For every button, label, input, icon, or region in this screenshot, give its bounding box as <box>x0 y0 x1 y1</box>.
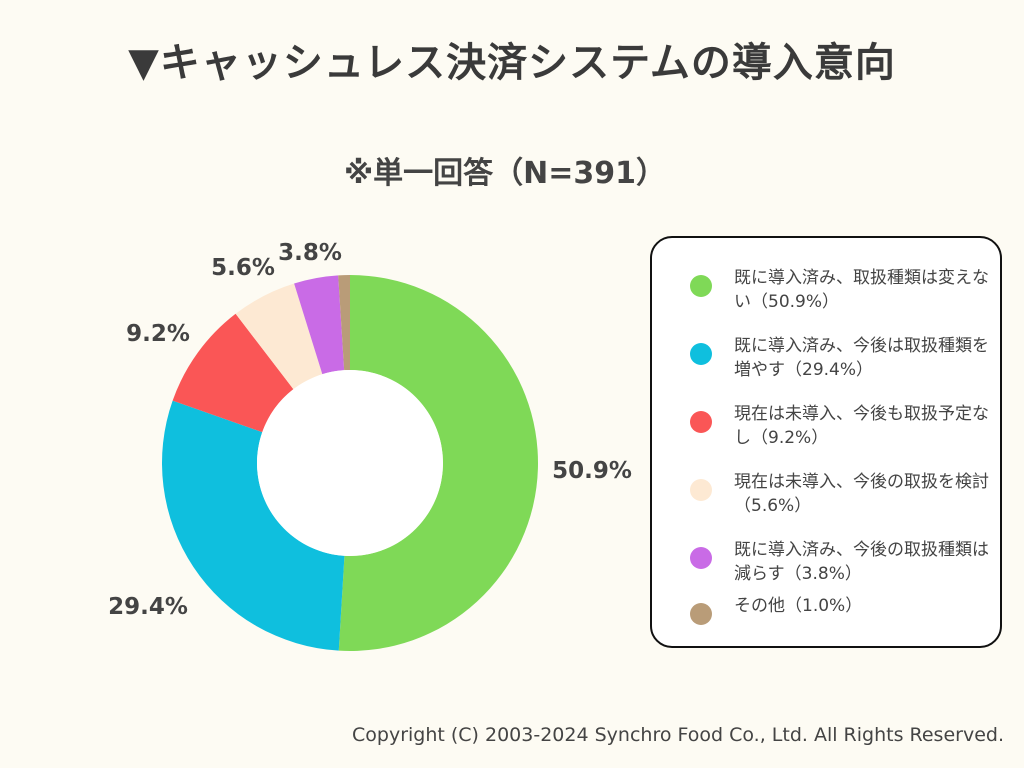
legend-label: 現在は未導入、今後も取扱予定なし（9.2%） <box>734 404 989 448</box>
donut-slice <box>338 275 350 371</box>
slice-value-label: 50.9% <box>552 458 632 484</box>
slice-value-label: 29.4% <box>108 594 188 620</box>
legend-label: 既に導入済み、今後は取扱種類を増やす（29.4%） <box>734 336 989 380</box>
donut-slice <box>338 275 539 651</box>
donut-slice <box>162 400 345 651</box>
legend-label: 既に導入済み、今後の取扱種類は減らす（3.8%） <box>734 540 989 584</box>
chart-title: ▼キャッシュレス決済システムの導入意向 <box>128 40 896 86</box>
legend-swatch <box>690 603 712 625</box>
donut-slice <box>172 313 294 433</box>
copyright-footer: Copyright (C) 2003-2024 Synchro Food Co.… <box>352 724 1004 746</box>
legend: 既に導入済み、取扱種類は変えない（50.9%） 既に導入済み、今後は取扱種類を増… <box>650 236 1002 648</box>
legend-swatch <box>690 479 712 501</box>
legend-swatch <box>690 411 712 433</box>
legend-swatch <box>690 547 712 569</box>
chart-subtitle: ※単一回答（N=391） <box>343 156 667 191</box>
donut-hole <box>257 370 443 556</box>
legend-swatch <box>690 275 712 297</box>
slice-value-label: 5.6% <box>211 255 275 281</box>
slice-value-label: 3.8% <box>278 240 342 266</box>
donut-slice <box>294 275 345 375</box>
donut-slice <box>235 283 323 390</box>
legend-label: その他（1.0%） <box>734 596 863 616</box>
legend-swatch <box>690 343 712 365</box>
legend-label: 既に導入済み、取扱種類は変えない（50.9%） <box>734 268 989 312</box>
legend-label: 現在は未導入、今後の取扱を検討（5.6%） <box>734 472 989 516</box>
slice-value-label: 9.2% <box>126 321 190 347</box>
